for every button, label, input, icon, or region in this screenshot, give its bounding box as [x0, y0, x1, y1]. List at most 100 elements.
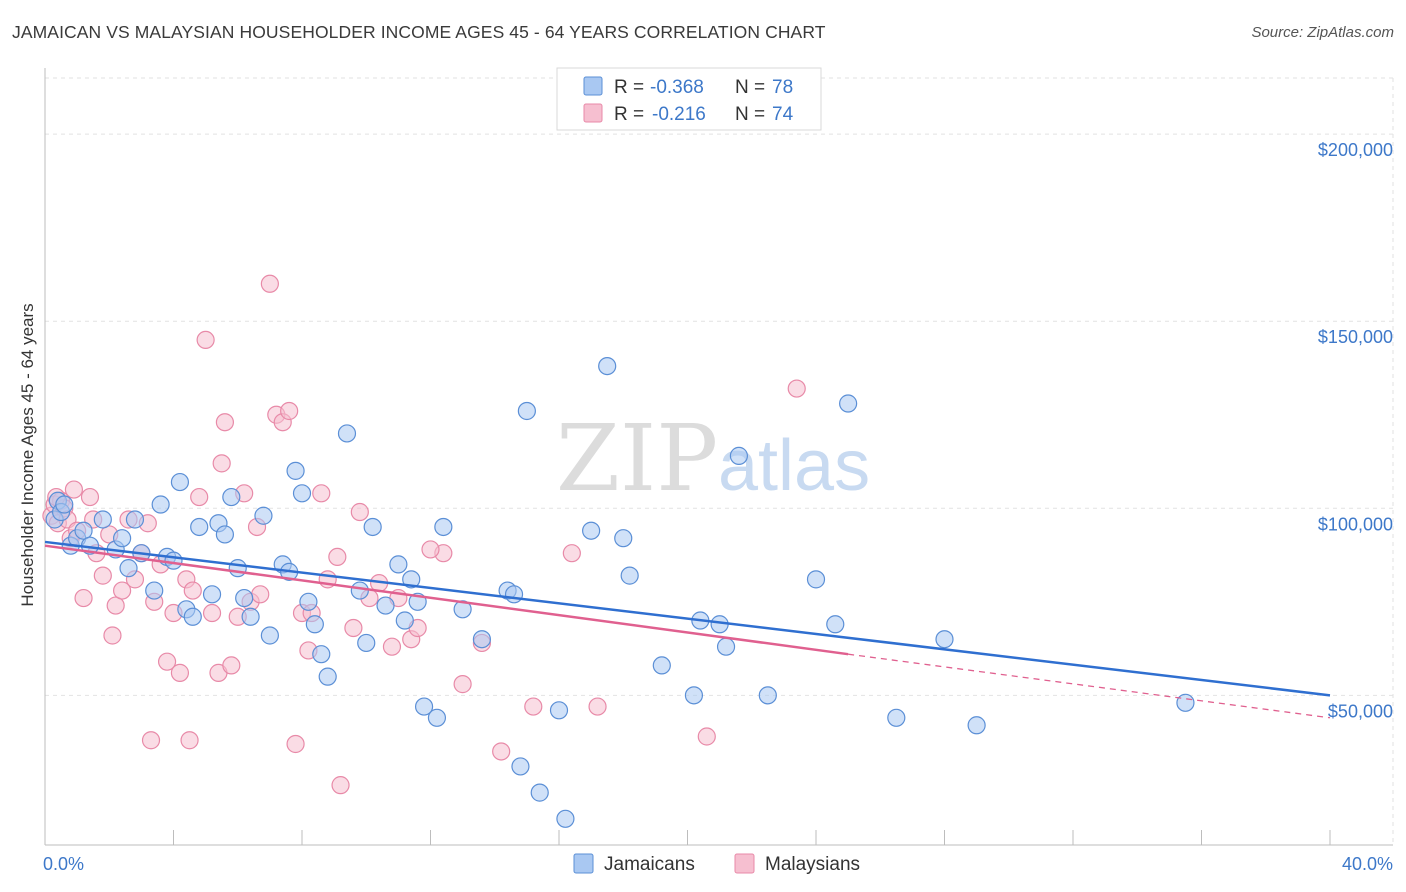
point-jamaicans: [453, 600, 472, 619]
point-malaysians: [183, 581, 202, 600]
point-malaysians: [280, 401, 299, 421]
point-malaysians: [492, 742, 511, 761]
point-jamaicans: [389, 555, 408, 574]
point-jamaicans: [620, 566, 639, 585]
point-jamaicans: [170, 472, 190, 492]
point-malaysians: [64, 480, 84, 499]
point-jamaicans: [125, 510, 145, 529]
point-malaysians: [344, 618, 363, 638]
axes: [44, 68, 1393, 846]
point-jamaicans: [215, 525, 234, 544]
legend-n-value-jamaicans: 78: [772, 77, 793, 98]
point-jamaicans: [395, 611, 414, 630]
series-legend: Jamaicans Malaysians: [573, 853, 860, 875]
point-jamaicans: [299, 592, 318, 611]
bottom-legend-swatch-malaysians: [734, 853, 755, 874]
legend-swatch-jamaicans: [583, 76, 603, 96]
point-malaysians: [562, 544, 581, 563]
point-malaysians: [382, 637, 402, 656]
point-malaysians: [286, 734, 305, 754]
point-jamaicans: [758, 686, 777, 705]
legend-r-value-malaysians: -0.216: [652, 104, 706, 125]
point-jamaicans: [318, 667, 337, 686]
point-malaysians: [93, 566, 112, 585]
point-malaysians: [212, 454, 231, 473]
point-jamaicans: [164, 551, 183, 570]
trend-line-malaysians-extension: [848, 653, 1331, 719]
point-jamaicans: [235, 588, 254, 608]
point-jamaicans: [202, 585, 222, 604]
point-jamaicans: [337, 424, 357, 443]
point-jamaicans: [93, 510, 112, 529]
point-jamaicans: [716, 637, 736, 656]
point-malaysians: [312, 484, 331, 503]
watermark-zip: ZIP: [556, 405, 718, 512]
point-malaysians: [588, 697, 607, 716]
stats-legend: R = -0.368 N = 78 R = -0.216 N = 74: [556, 67, 822, 131]
point-malaysians: [453, 675, 472, 694]
point-jamaicans: [190, 517, 209, 537]
point-malaysians: [180, 731, 199, 750]
point-jamaicans: [55, 495, 74, 514]
y-tick-label: $50,000: [1328, 701, 1393, 721]
point-jamaicans: [151, 495, 170, 514]
point-malaysians: [787, 379, 806, 398]
point-jamaicans: [729, 446, 749, 465]
point-malaysians: [157, 652, 177, 671]
legend-r-value-jamaicans: -0.368: [650, 77, 704, 98]
legend-swatch-malaysians: [583, 103, 603, 123]
point-malaysians: [112, 581, 132, 600]
point-jamaicans: [376, 596, 395, 615]
point-jamaicans: [222, 487, 241, 507]
point-jamaicans: [504, 585, 524, 604]
point-jamaicans: [241, 607, 260, 626]
point-jamaicans: [427, 708, 447, 727]
point-malaysians: [331, 776, 350, 795]
point-jamaicans: [826, 615, 845, 634]
legend-r-label-malaysians: R =: [614, 104, 644, 125]
point-malaysians: [697, 727, 716, 746]
point-jamaicans: [145, 581, 164, 600]
chart-title: JAMAICAN VS MALAYSIAN HOUSEHOLDER INCOME…: [12, 22, 826, 42]
point-jamaicans: [292, 484, 312, 503]
point-jamaicans: [112, 529, 132, 548]
y-tick-labels: $50,000 $100,000 $150,000 $200,000: [1318, 140, 1393, 721]
point-malaysians: [190, 487, 209, 507]
watermark: ZIP atlas: [556, 405, 870, 512]
point-jamaicans: [402, 570, 421, 589]
point-jamaicans: [74, 521, 93, 540]
source-label: Source: ZipAtlas.com: [1251, 24, 1394, 41]
y-tick-label: $150,000: [1318, 327, 1393, 347]
point-jamaicans: [305, 615, 324, 634]
trend-line-malaysians: [44, 544, 849, 656]
legend-n-label-malaysians: N =: [735, 104, 765, 125]
point-jamaicans: [350, 581, 369, 600]
point-jamaicans: [684, 686, 704, 705]
point-malaysians: [350, 502, 369, 522]
point-jamaicans: [806, 570, 826, 589]
point-malaysians: [80, 487, 100, 507]
point-jamaicans: [254, 506, 273, 525]
point-jamaicans: [967, 716, 986, 735]
point-malaysians: [170, 663, 190, 682]
point-jamaicans: [472, 630, 491, 649]
point-jamaicans: [614, 529, 633, 548]
point-jamaicans: [549, 701, 569, 720]
point-jamaicans: [839, 394, 858, 413]
point-jamaicans: [582, 521, 601, 540]
watermark-atlas: atlas: [718, 426, 870, 506]
trend-line-jamaicans: [44, 540, 1331, 697]
point-jamaicans: [312, 645, 331, 664]
y-axis-label: Householder Income Ages 45 - 64 years: [18, 303, 37, 606]
point-jamaicans: [530, 783, 549, 802]
point-jamaicans: [119, 559, 138, 578]
bottom-legend-label-malaysians: Malaysians: [765, 854, 860, 875]
y-tick-label: $200,000: [1318, 140, 1393, 160]
point-jamaicans: [556, 809, 575, 828]
point-malaysians: [251, 585, 270, 604]
point-jamaicans: [511, 757, 530, 776]
point-malaysians: [215, 413, 234, 432]
point-malaysians: [103, 626, 122, 645]
point-jamaicans: [652, 656, 671, 675]
x-tick-label-min: 0.0%: [43, 854, 84, 874]
